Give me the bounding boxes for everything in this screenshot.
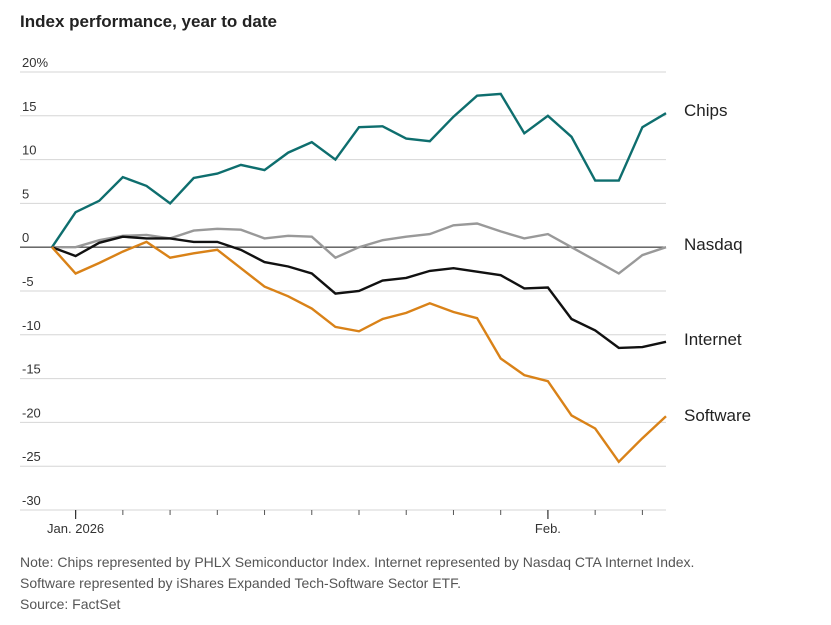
y-tick-label: 15 <box>22 99 36 114</box>
y-tick-label: 20% <box>22 55 48 70</box>
series-labels: Chips Nasdaq Internet Software <box>684 101 751 425</box>
series-line-chips <box>51 92 667 248</box>
series-lines <box>51 92 667 464</box>
x-tick-label: Feb. <box>535 521 561 536</box>
series-label-internet: Internet <box>684 330 742 349</box>
series-line-internet <box>51 235 667 350</box>
x-tick-label: Jan. 2026 <box>47 521 104 536</box>
y-tick-label: -20 <box>22 405 41 420</box>
series-line-software <box>51 240 667 464</box>
y-axis-tick-labels: 20% 15 10 5 0 -5 -10 -15 -20 -25 -30 <box>22 55 48 508</box>
note-line-2: Software represented by iShares Expanded… <box>20 575 461 591</box>
y-tick-label: -10 <box>22 318 41 333</box>
chart-title: Index performance, year to date <box>20 12 277 31</box>
y-tick-label: -25 <box>22 449 41 464</box>
line-chart: 20% 15 10 5 0 -5 -10 -15 -20 -25 -30 Jan. 2026 Feb.… <box>20 55 751 536</box>
series-label-software: Software <box>684 406 751 425</box>
note-line-1: Note: Chips represented by PHLX Semicond… <box>20 554 695 570</box>
x-axis: Jan. 2026 Feb. <box>47 510 643 536</box>
grid-lines <box>20 71 666 511</box>
y-tick-label: -15 <box>22 362 41 377</box>
y-tick-label: 10 <box>22 143 36 158</box>
series-line-nasdaq <box>52 222 667 275</box>
chart-notes: Note: Chips represented by PHLX Semicond… <box>20 552 810 615</box>
y-tick-label: -5 <box>22 274 34 289</box>
series-label-nasdaq: Nasdaq <box>684 235 743 254</box>
y-tick-label: 5 <box>22 186 29 201</box>
series-label-chips: Chips <box>684 101 727 120</box>
y-tick-label: 0 <box>22 230 29 245</box>
y-tick-label: -30 <box>22 493 41 508</box>
source-line: Source: FactSet <box>20 596 121 612</box>
